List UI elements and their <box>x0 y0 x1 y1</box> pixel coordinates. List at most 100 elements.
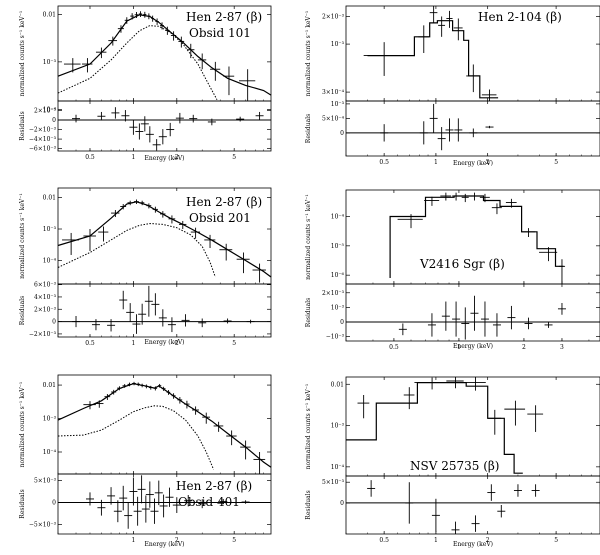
data-point <box>253 451 266 474</box>
residual-y-tick-label: 0 <box>340 500 344 507</box>
residual-y-tick-label: 5×10⁻⁴ <box>322 115 345 122</box>
y-tick-label: 10⁻⁶ <box>331 272 345 279</box>
residual-point <box>198 499 207 509</box>
residual-point <box>441 301 450 331</box>
y-tick-label: 10⁻³ <box>43 416 57 423</box>
residual-y-tick-label: −2×10⁻³ <box>29 331 57 338</box>
data-point <box>177 397 183 404</box>
residual-point <box>167 317 176 333</box>
residual-y-tick-label: 6×10⁻³ <box>34 282 57 289</box>
y-tick-label: 10⁻⁴ <box>43 449 57 456</box>
data-point <box>178 220 187 230</box>
y-tick-label: 10⁻³ <box>331 41 345 48</box>
residual-point <box>150 498 159 524</box>
data-point <box>204 234 216 248</box>
y-tick-label: 10⁻³ <box>43 226 57 233</box>
model-total-curve <box>389 195 564 278</box>
residual-point <box>135 123 144 140</box>
y-axis-label: normalized counts s⁻¹ keV⁻¹ <box>305 384 312 470</box>
data-point <box>83 401 96 410</box>
residual-point <box>544 322 553 328</box>
residual-point <box>419 121 428 145</box>
spectrum-panel-4: 0.5 1 2 3 10⁻⁴ 10⁻⁵ 10⁻⁶ 2×10⁻³ 10⁻³ 0 −10⁻³ Energy… <box>305 189 600 351</box>
spectrum-panel-3: 0.5 1 2 5 0.01 10⁻³ 10⁻⁴ 6×10⁻³ 4×10⁻³ 2×10⁻³ 0 −2×… <box>19 187 272 347</box>
data-point <box>527 405 544 432</box>
residual-point <box>119 290 128 310</box>
residual-point <box>91 319 100 331</box>
residuals-axis-label: Residuals <box>305 298 312 327</box>
residual-point <box>151 293 160 316</box>
residual-y-tick-label: 0 <box>340 130 344 137</box>
data-point <box>466 64 480 93</box>
data-point <box>140 383 144 388</box>
residual-point <box>145 126 154 143</box>
y-tick-label: 10⁻⁴ <box>43 258 57 265</box>
x-axis-label: Energy (keV) <box>453 541 493 548</box>
residual-point <box>140 116 149 132</box>
model-total-curve <box>367 20 499 99</box>
data-point <box>197 53 207 70</box>
data-point <box>190 227 201 239</box>
residuals-frame <box>345 100 600 157</box>
residual-y-tick-label: 2×10⁻³ <box>34 108 57 115</box>
residual-y-tick-label: 0 <box>52 319 56 326</box>
residual-point <box>189 114 198 123</box>
x-tick-label: 2 <box>175 537 179 544</box>
residual-point <box>513 484 522 497</box>
residuals-axis-label: Residuals <box>19 489 26 518</box>
data-point <box>453 18 463 41</box>
residual-point <box>445 118 454 142</box>
residual-point <box>72 316 81 328</box>
y-tick-label: 10⁻³ <box>331 423 345 430</box>
residual-point <box>429 103 438 133</box>
data-point <box>357 394 370 419</box>
residual-point <box>431 498 440 532</box>
y-axis-label: normalized counts s⁻¹ keV⁻¹ <box>19 11 26 97</box>
data-point <box>168 215 176 224</box>
data-point <box>160 22 164 30</box>
data-point <box>414 377 447 390</box>
data-point <box>157 383 162 388</box>
data-point <box>202 412 211 424</box>
x-tick-label: 0.5 <box>85 154 95 161</box>
residual-point <box>405 482 414 524</box>
residual-y-tick-label: 5×10⁻³ <box>322 479 345 486</box>
data-point <box>62 232 80 255</box>
data-point <box>111 389 117 395</box>
data-point <box>117 386 122 391</box>
data-point <box>134 12 139 18</box>
residual-y-tick-label: 4×10⁻³ <box>34 294 57 301</box>
data-point <box>127 382 132 387</box>
residuals-axis-label: Residuals <box>305 490 312 519</box>
data-point <box>130 13 135 20</box>
data-point <box>440 192 452 201</box>
model-total-curve <box>57 383 272 468</box>
residual-point <box>452 301 461 337</box>
data-point <box>178 36 185 48</box>
x-tick-label: 2 <box>175 154 179 161</box>
y-tick-label: 10⁻⁵ <box>331 243 345 250</box>
residual-point <box>367 480 376 497</box>
data-point <box>81 58 93 73</box>
residual-point <box>451 521 460 534</box>
data-point <box>363 42 401 76</box>
residual-y-tick-label: −6×10⁻³ <box>29 146 57 153</box>
residual-point <box>497 505 506 518</box>
residuals-frame <box>57 100 272 152</box>
data-point <box>240 440 251 460</box>
x-axis-label: Energy (keV) <box>453 343 493 350</box>
data-point <box>153 386 158 391</box>
data-point <box>165 26 170 35</box>
x-tick-label: 1 <box>434 537 438 544</box>
data-point <box>461 193 469 203</box>
y-axis-label: normalized counts s⁻¹ keV⁻¹ <box>305 11 312 97</box>
data-point <box>138 11 143 18</box>
residual-y-tick-label: 10⁻³ <box>331 304 345 311</box>
residual-point <box>97 111 106 121</box>
residual-point <box>207 118 216 126</box>
x-tick-label: 3 <box>560 344 564 351</box>
spectrum-panel-2: 0.5 1 2 5 2×10⁻³ 10⁻³ 3×10⁻⁴ 10⁻³ 5×10⁻⁴ 0 Energy … <box>305 5 600 167</box>
x-tick-label: 1 <box>131 154 135 161</box>
model-component-curve <box>57 405 215 470</box>
